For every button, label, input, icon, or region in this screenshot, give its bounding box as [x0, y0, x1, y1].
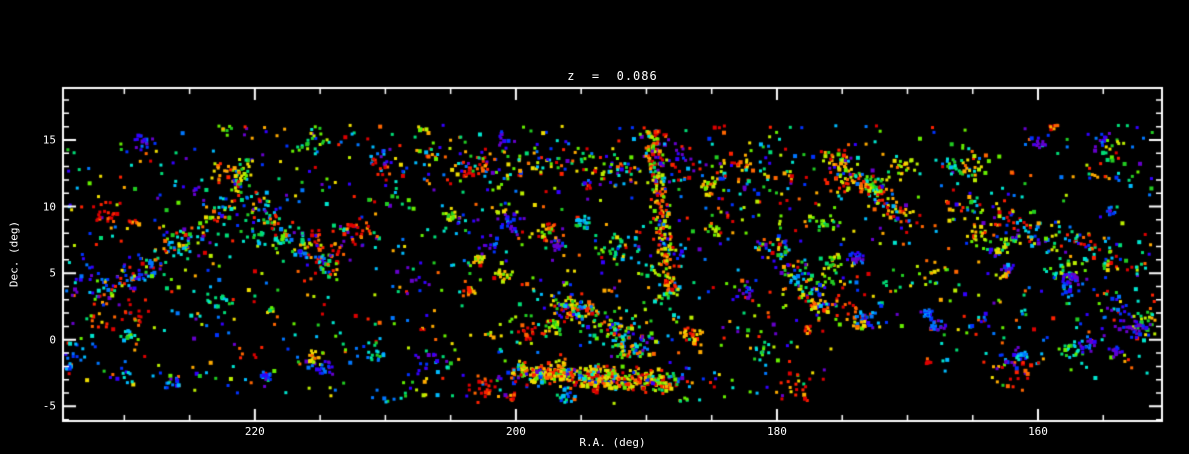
y-tick-label: -5: [42, 399, 56, 413]
y-tick-label: 15: [42, 133, 56, 147]
x-tick-label: 160: [1028, 425, 1048, 438]
x-tick-label: 200: [505, 425, 526, 438]
x-tick-label: 180: [767, 425, 787, 438]
y-tick-label: 5: [49, 266, 56, 280]
x-axis-label: R.A. (deg): [579, 436, 646, 449]
plot-title: z = 0.086: [567, 69, 658, 83]
y-tick-label: 10: [42, 200, 56, 214]
x-tick-label: 220: [244, 425, 265, 438]
y-tick-label: 0: [49, 333, 56, 347]
